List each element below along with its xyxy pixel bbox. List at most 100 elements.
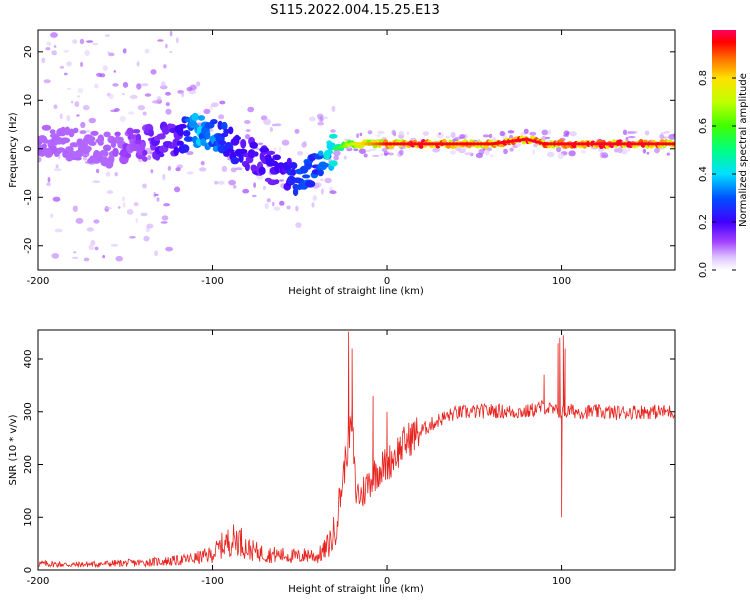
spectrogram-noise-blob: [74, 101, 80, 108]
spectrogram-ridge-core: [671, 142, 675, 146]
spectrogram-ridge-blob: [177, 126, 184, 137]
spectrogram-noise-blob: [475, 152, 483, 159]
spectrogram-noise-blob: [617, 147, 623, 154]
spectrogram-ridge-core: [503, 140, 508, 144]
spectrogram-ridge-blob: [60, 137, 71, 144]
spectrogram-noise-blob: [72, 256, 79, 259]
spectrogram-noise-blob: [92, 42, 99, 46]
spectrogram-ridge-blob: [247, 149, 256, 159]
spectrogram-noise-blob: [399, 149, 404, 156]
spectrogram-ridge-core: [608, 142, 613, 146]
spectrogram-noise-blob: [140, 212, 148, 217]
spectrogram-ridge-blob: [65, 146, 74, 153]
spectrogram-noise-blob: [122, 202, 126, 208]
spectrogram-noise-blob: [119, 115, 126, 122]
spectrogram-noise-blob: [154, 193, 159, 196]
spectrogram-noise-blob: [281, 139, 290, 146]
spectrogram-noise-blob: [273, 147, 277, 153]
spectrogram-ridge-core: [510, 139, 515, 143]
spectrogram-noise-blob: [161, 215, 169, 221]
spectrogram-noise-blob: [110, 109, 118, 113]
spectrogram-noise-blob: [377, 130, 385, 135]
spectrogram-noise-blob: [533, 143, 538, 148]
spectrogram-noise-blob: [432, 147, 440, 153]
spectrogram-ridge-blob: [157, 133, 166, 140]
spectrogram-noise-blob: [66, 115, 71, 122]
spectrogram-ridge-blob: [88, 141, 97, 146]
spectrogram-noise-blob: [163, 203, 171, 207]
spectrogram-noise-blob: [146, 223, 154, 229]
spectrogram-ridge-blob: [249, 141, 258, 149]
spectrogram-ridge-blob: [148, 129, 155, 137]
spectrogram-ridge-blob: [84, 145, 92, 152]
spectrogram-ridge-core: [419, 142, 425, 146]
spectrogram-ridge-core: [367, 142, 372, 146]
spectrogram-noise-blob: [209, 105, 213, 110]
spectrogram-noise-blob: [88, 244, 95, 251]
spectrogram-noise-blob: [129, 236, 136, 239]
spectrogram-noise-blob: [243, 120, 251, 124]
spectrogram-noise-blob: [135, 218, 139, 224]
spectrogram-ridge-blob: [210, 119, 218, 125]
spectrogram-noise-blob: [52, 196, 61, 202]
spectrogram-ridge-blob: [289, 162, 298, 170]
spectrogram-ridge-blob: [265, 150, 276, 155]
spectrogram-ridge-blob: [230, 156, 240, 165]
spectrogram-ridge-blob: [126, 127, 134, 136]
spectrogram-ridge-blob: [259, 147, 270, 153]
spectrogram-noise-blob: [263, 185, 266, 190]
spectrogram-noise-blob: [79, 130, 87, 135]
spectrogram-noise-blob: [375, 134, 381, 137]
spectrogram-ridge-blob: [286, 175, 296, 186]
spectrogram-noise-blob: [203, 108, 211, 115]
spectrogram-ridge-blob: [291, 168, 296, 176]
spectrogram-noise-blob: [157, 39, 164, 42]
snr-x-tick-label: -100: [201, 576, 224, 587]
spectrogram-ridge-blob: [112, 147, 119, 157]
spectrogram-noise-blob: [47, 177, 51, 183]
spectrogram-noise-blob: [113, 70, 117, 73]
spectrogram-ridge-blob: [328, 133, 338, 139]
snr-x-tick-label: -200: [27, 576, 50, 587]
spectrogram-noise-blob: [532, 149, 536, 155]
spectrogram-x-tick-label: -100: [201, 276, 224, 287]
spectrogram-noise-blob: [406, 131, 410, 136]
spectrogram-ridge-core: [615, 142, 620, 146]
spectrogram-noise-blob: [86, 129, 91, 133]
spectrogram-noise-blob: [274, 123, 282, 127]
spectrogram-noise-blob: [137, 105, 146, 111]
spectrogram-ridge-blob: [158, 152, 165, 158]
spectrogram-ridge-blob: [102, 144, 112, 152]
spectrogram-noise-blob: [160, 221, 168, 224]
spectrogram-noise-blob: [96, 72, 103, 77]
snr-series-line: [38, 331, 675, 569]
spectrogram-ridge-core: [569, 142, 575, 146]
spectrogram-noise-blob: [86, 227, 95, 232]
spectrogram-noise-blob: [219, 100, 226, 105]
spectrogram-ridge-blob: [317, 169, 324, 177]
spectrogram-ridge-core: [500, 140, 505, 145]
spectrogram-noise-blob: [175, 167, 181, 172]
spectrogram-ridge-blob: [183, 136, 194, 142]
spectrogram-x-label: Height of straight line (km): [288, 286, 424, 297]
snr-plot-area: [38, 331, 675, 569]
spectrogram-noise-blob: [161, 81, 166, 88]
spectrogram-noise-blob: [269, 127, 273, 132]
spectrogram-noise-blob: [644, 130, 650, 136]
spectrogram-ridge-blob: [72, 127, 79, 134]
spectrogram-ridge-blob: [253, 151, 259, 157]
spectrogram-ridge-core: [447, 142, 453, 146]
spectrogram-noise-blob: [79, 38, 85, 45]
spectrogram-noise-blob: [46, 182, 51, 187]
spectrogram-noise-blob: [105, 171, 111, 177]
spectrogram-ridge-core: [426, 142, 432, 146]
spectrogram-noise-blob: [210, 102, 219, 108]
spectrogram-ridge-blob: [176, 140, 184, 146]
spectrogram-noise-blob: [459, 146, 467, 153]
spectrogram-noise-blob: [436, 132, 444, 139]
spectrogram-noise-blob: [556, 146, 562, 153]
spectrogram-noise-blob: [221, 165, 228, 172]
spectrogram-ridge-blob: [318, 150, 324, 156]
colorbar-label: Normalized spectral amplitude: [738, 73, 749, 227]
